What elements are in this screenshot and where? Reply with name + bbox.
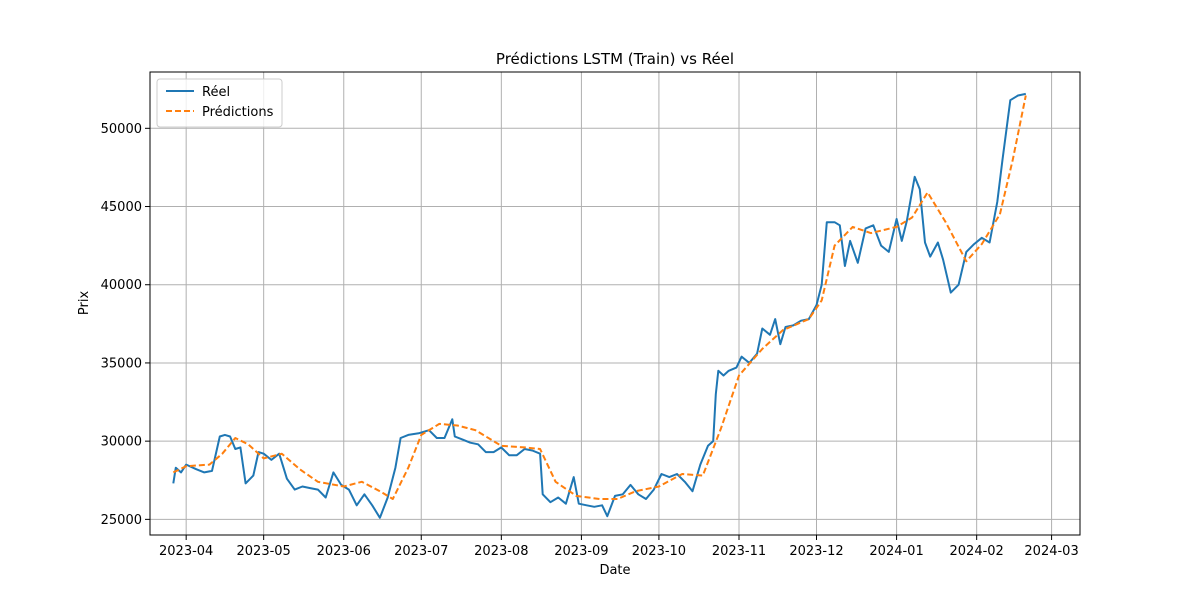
y-tick-label: 50000 bbox=[101, 122, 142, 137]
x-tick-label: 2024-01 bbox=[869, 544, 923, 559]
series-line-reel bbox=[172, 92, 1027, 519]
x-tick-label: 2023-08 bbox=[474, 544, 528, 559]
x-tick-label: 2023-04 bbox=[159, 544, 213, 559]
series-line-predictions bbox=[172, 95, 1027, 500]
legend-label-reel: Réel bbox=[202, 85, 230, 100]
x-tick-label: 2023-12 bbox=[789, 544, 843, 559]
y-tick-label: 25000 bbox=[101, 513, 142, 528]
chart-title: Prédictions LSTM (Train) vs Réel bbox=[496, 50, 734, 68]
x-tick-label: 2023-06 bbox=[317, 544, 371, 559]
x-tick-label: 2023-11 bbox=[712, 544, 766, 559]
legend-label-predictions: Prédictions bbox=[202, 105, 274, 120]
y-tick-label: 45000 bbox=[101, 200, 142, 215]
x-tick-label: 2023-07 bbox=[394, 544, 448, 559]
grid-lines bbox=[150, 72, 1080, 535]
x-axis-ticks: 2023-04 2023-05 2023-06 2023-07 2023-08 2023-… bbox=[159, 535, 1079, 559]
y-axis-title: Prix bbox=[77, 291, 92, 316]
x-tick-label: 2023-10 bbox=[632, 544, 686, 559]
x-tick-label: 2024-03 bbox=[1024, 544, 1078, 559]
legend: Réel Prédictions bbox=[156, 78, 283, 128]
series-layer bbox=[172, 92, 1027, 519]
x-tick-label: 2023-05 bbox=[237, 544, 291, 559]
y-tick-label: 30000 bbox=[101, 435, 142, 450]
x-axis-title: Date bbox=[599, 563, 630, 578]
y-tick-label: 35000 bbox=[101, 356, 142, 371]
x-tick-label: 2024-02 bbox=[950, 544, 1004, 559]
y-tick-label: 40000 bbox=[101, 278, 142, 293]
y-axis-ticks: 25000 30000 35000 40000 45000 50000 bbox=[101, 122, 150, 528]
x-tick-label: 2023-09 bbox=[554, 544, 608, 559]
plot-area-frame bbox=[149, 71, 1081, 536]
